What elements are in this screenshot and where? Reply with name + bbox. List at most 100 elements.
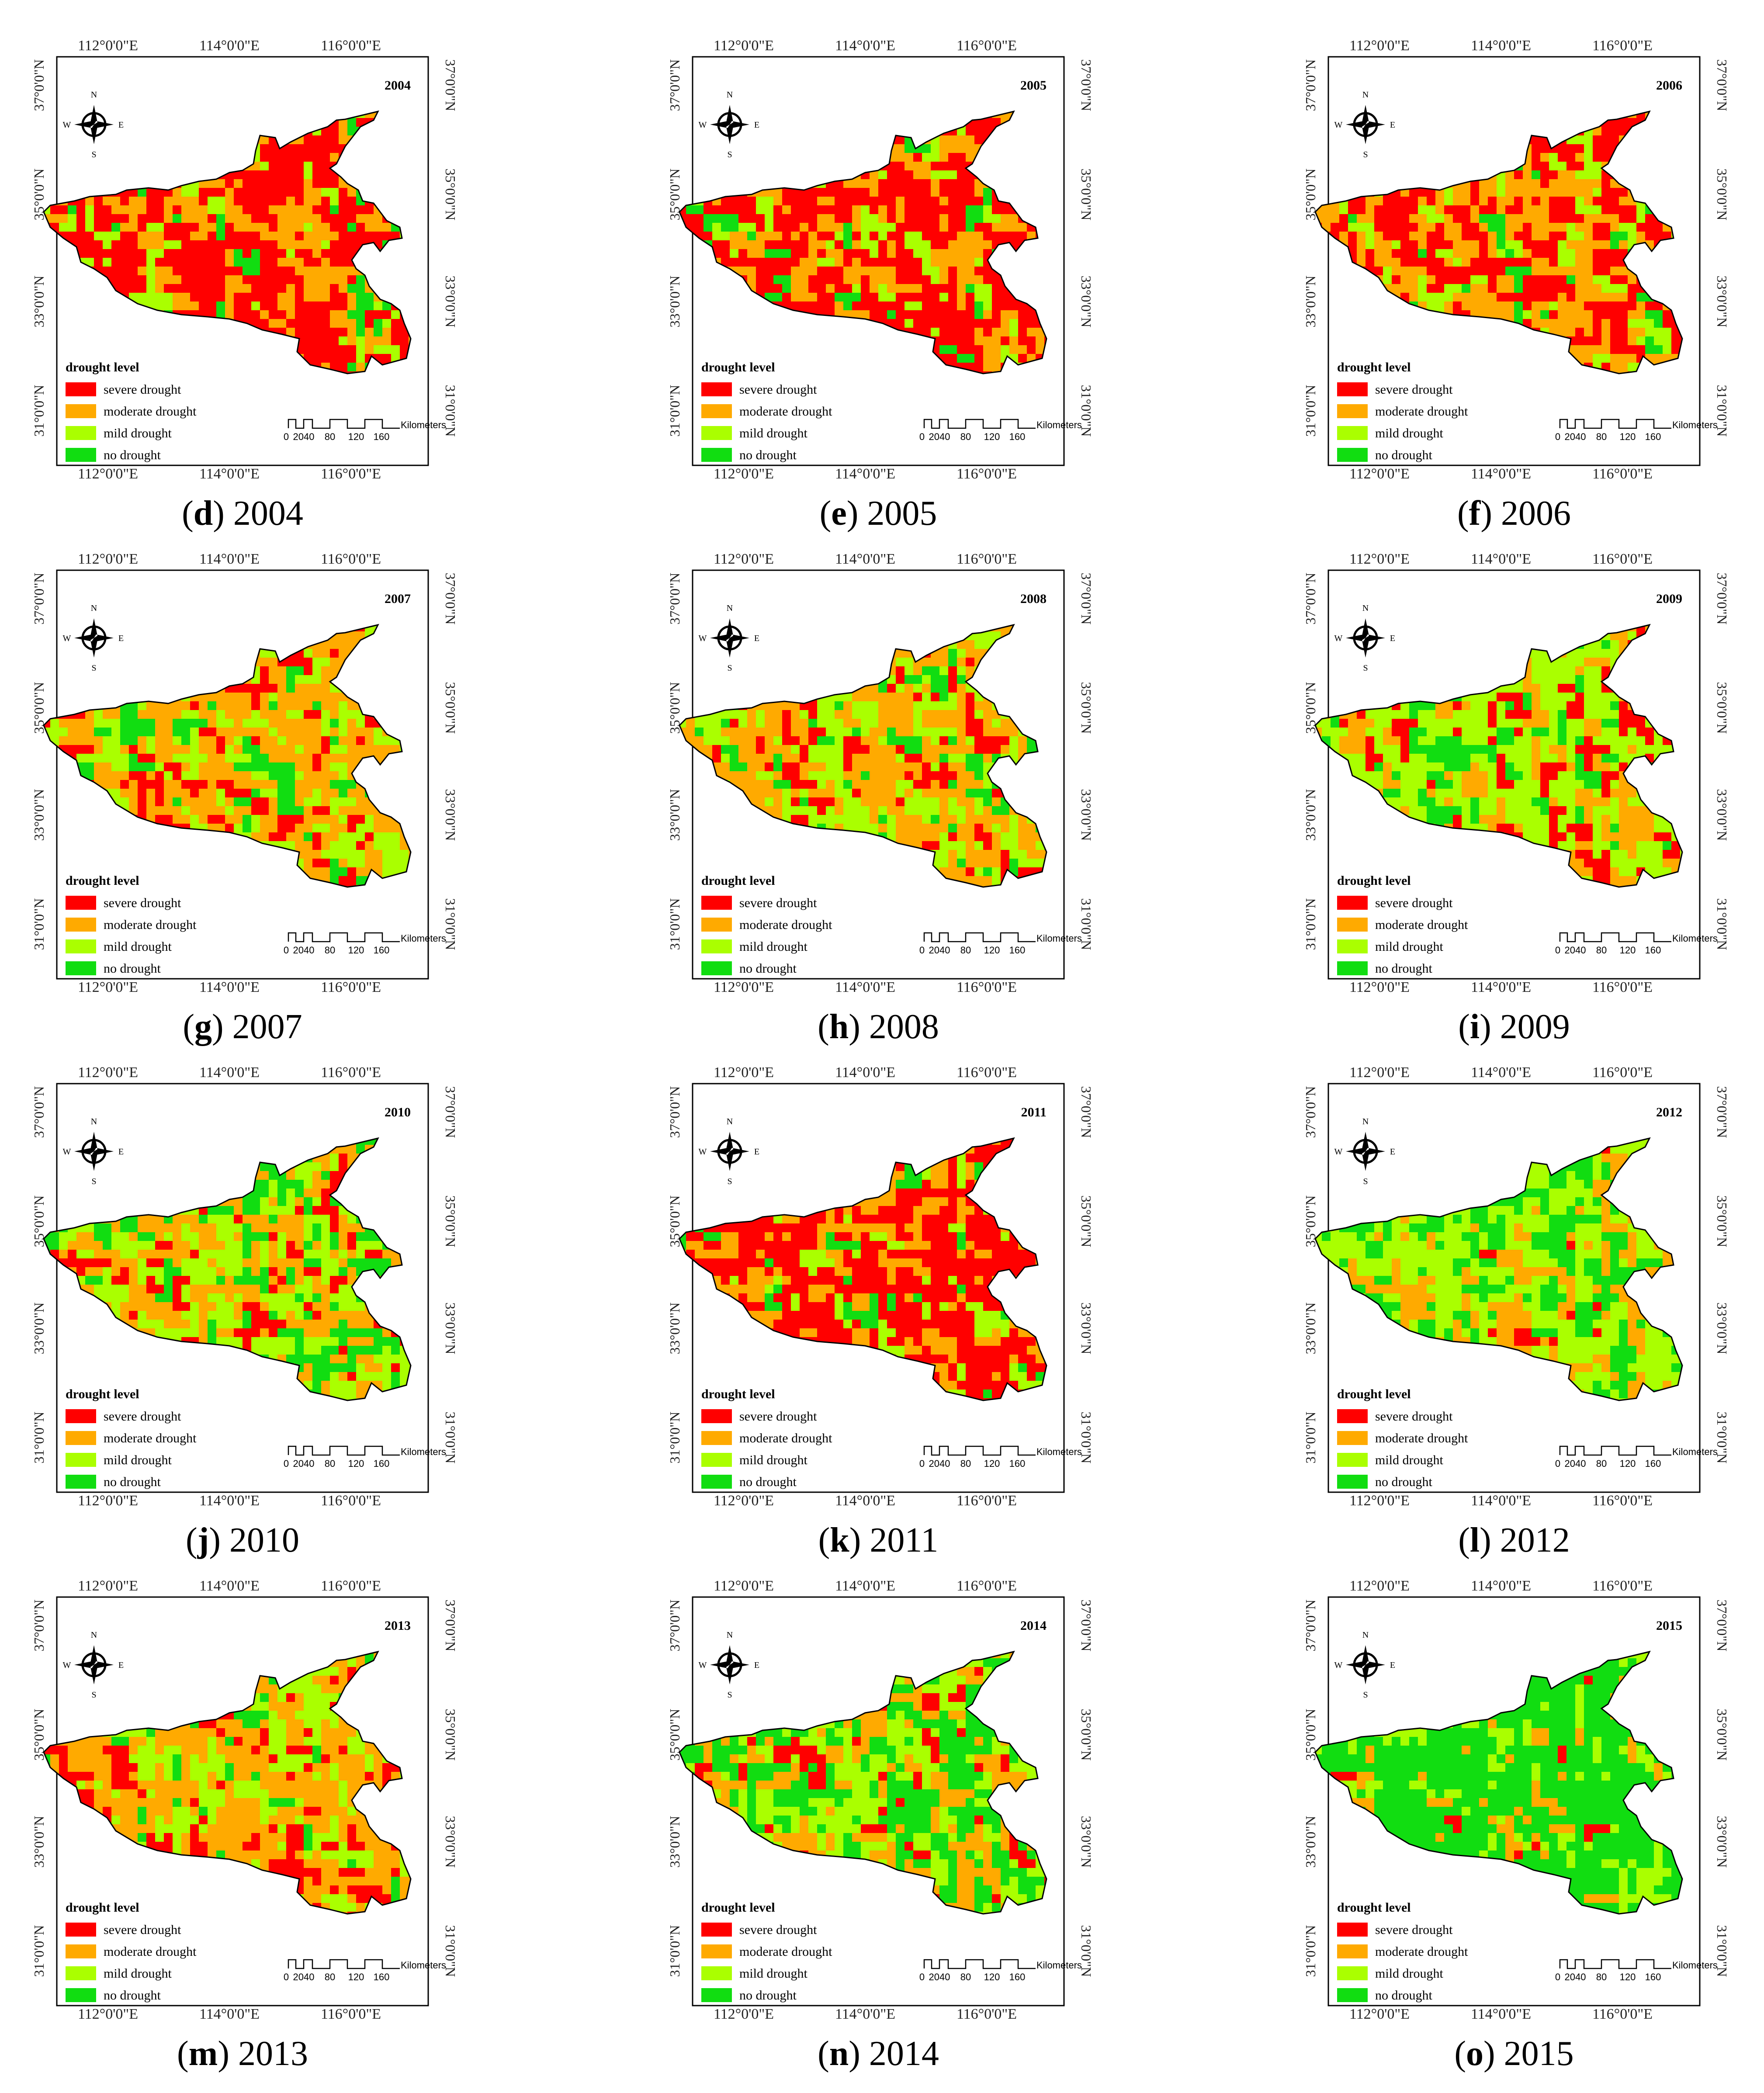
drought-cell	[817, 284, 826, 293]
drought-cell	[887, 249, 896, 258]
drought-cell	[234, 684, 243, 693]
drought-cell	[679, 249, 686, 258]
drought-cell	[905, 310, 913, 319]
drought-cell	[983, 240, 992, 249]
drought-cell	[1331, 214, 1339, 223]
drought-cell	[756, 249, 765, 258]
drought-cell	[330, 267, 339, 275]
province-outline	[679, 110, 1047, 374]
drought-cell	[146, 701, 155, 710]
drought-cell	[1584, 328, 1593, 336]
drought-cell	[835, 240, 843, 249]
drought-cell	[835, 249, 843, 258]
drought-cell	[800, 258, 808, 267]
drought-cell	[44, 371, 50, 374]
drought-cell	[948, 319, 957, 328]
panel-caption: (d) 2004	[182, 494, 303, 533]
drought-cell	[269, 153, 277, 162]
drought-cell	[312, 240, 321, 249]
drought-cell	[225, 745, 234, 754]
drought-cell	[216, 214, 225, 223]
longitude-label-top: 114°0'0"E	[835, 38, 895, 54]
drought-cell	[111, 762, 120, 771]
drought-cell	[1018, 301, 1027, 310]
drought-cell	[260, 258, 269, 267]
drought-cell	[1365, 258, 1374, 267]
drought-cell	[269, 789, 277, 797]
drought-cell	[277, 214, 286, 223]
drought-cell	[190, 249, 199, 258]
drought-cell	[85, 728, 94, 736]
drought-cell	[269, 701, 277, 710]
drought-cell	[905, 214, 913, 223]
drought-cell	[111, 710, 120, 719]
drought-cell	[295, 301, 304, 310]
drought-cell	[286, 771, 295, 780]
drought-cell	[50, 728, 59, 736]
drought-cell	[216, 736, 225, 745]
drought-cell	[243, 771, 251, 780]
drought-cell	[1566, 197, 1575, 205]
drought-cell	[312, 658, 321, 666]
drought-cell	[1584, 153, 1593, 162]
drought-cell	[330, 275, 339, 284]
drought-cell	[312, 728, 321, 736]
drought-cell	[1654, 232, 1663, 240]
drought-cell	[765, 197, 773, 205]
drought-cell	[181, 223, 190, 232]
drought-cell	[1427, 232, 1435, 240]
drought-cell	[1601, 293, 1610, 301]
drought-cell	[155, 762, 164, 771]
drought-cell	[382, 301, 391, 310]
scale-tick-label: 80	[960, 431, 971, 442]
drought-cell	[225, 205, 234, 214]
drought-cell	[225, 232, 234, 240]
drought-cell	[216, 771, 225, 780]
drought-cell	[330, 135, 339, 144]
drought-cell	[922, 319, 931, 328]
drought-cell	[304, 135, 312, 144]
drought-cell	[1654, 310, 1663, 319]
drought-cell	[1584, 135, 1593, 144]
drought-cell	[1654, 328, 1663, 336]
drought-cell	[791, 223, 800, 232]
drought-cell	[791, 284, 800, 293]
drought-cell	[983, 188, 992, 197]
drought-cell	[321, 771, 330, 780]
province-outline	[1314, 110, 1683, 374]
drought-cell	[1505, 232, 1514, 240]
drought-cell	[304, 240, 312, 249]
drought-cell	[887, 188, 896, 197]
drought-cell	[878, 214, 887, 223]
drought-cell	[173, 205, 181, 214]
drought-cell	[286, 310, 295, 319]
drought-cell	[347, 345, 356, 354]
drought-cell	[1628, 293, 1636, 301]
drought-cell	[304, 293, 312, 301]
drought-cell	[190, 719, 199, 728]
drought-cell	[44, 631, 50, 640]
drought-cell	[966, 214, 974, 223]
drought-cell	[852, 310, 861, 319]
drought-cell	[251, 170, 260, 179]
panel-letter: f	[1469, 494, 1481, 533]
drought-cell	[330, 144, 339, 153]
drought-cell	[948, 232, 957, 240]
legend-label: moderate drought	[739, 404, 832, 419]
drought-cell	[339, 780, 347, 789]
drought-cell	[1427, 293, 1435, 301]
drought-cell	[948, 275, 957, 284]
drought-cell	[1409, 293, 1418, 301]
drought-cell	[1593, 214, 1601, 223]
drought-cell	[1558, 310, 1566, 319]
drought-cell	[44, 640, 50, 649]
drought-cell	[1584, 319, 1593, 328]
drought-cell	[896, 284, 905, 293]
drought-cell	[129, 232, 138, 240]
drought-cell	[85, 719, 94, 728]
drought-cell	[861, 249, 870, 258]
drought-cell	[295, 232, 304, 240]
drought-cell	[234, 701, 243, 710]
map-panel-2006: 112°0'0"E 112°0'0"E 114°0'0"E 114°0'0"E 116°…	[1296, 33, 1733, 546]
drought-cell	[1601, 345, 1610, 354]
